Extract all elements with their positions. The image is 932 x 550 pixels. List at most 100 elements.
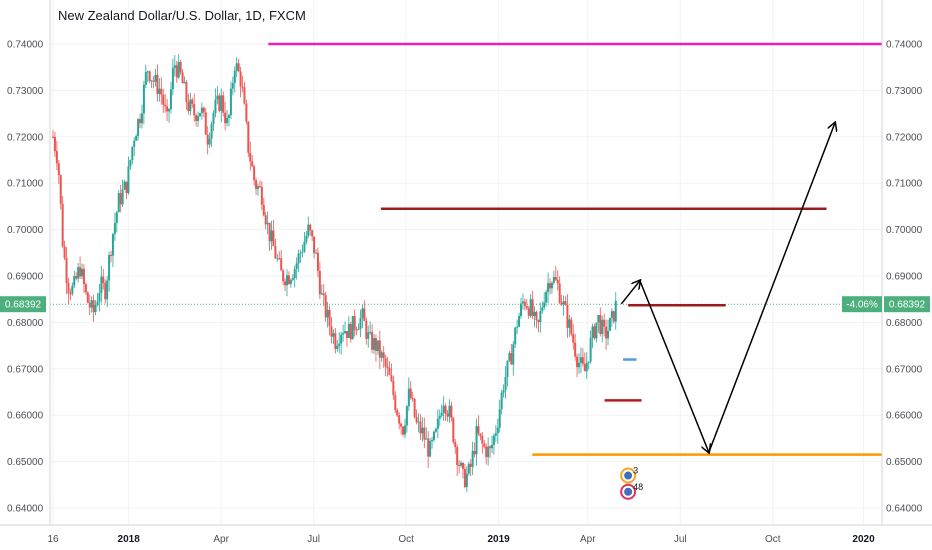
y-tick-right: 0.71000 xyxy=(886,179,923,190)
x-tick: Jul xyxy=(674,534,687,545)
candle-body xyxy=(322,293,325,296)
candle-body xyxy=(168,109,171,112)
candle-body xyxy=(154,74,157,82)
candle-body xyxy=(349,323,352,340)
candle-body xyxy=(189,99,192,112)
candle-body xyxy=(612,311,615,322)
candle-body xyxy=(301,251,304,253)
candle-body xyxy=(539,311,542,323)
candle-body xyxy=(227,115,230,118)
event-count: 48 xyxy=(633,482,643,492)
projection-arrow[interactable] xyxy=(620,281,639,305)
candle-body xyxy=(316,252,319,271)
candle-body xyxy=(287,275,290,284)
candle-body xyxy=(137,119,140,136)
candle-body xyxy=(427,438,430,457)
candle-body xyxy=(79,267,82,277)
candle-body xyxy=(545,291,548,303)
candle-body xyxy=(82,268,85,285)
event-flag-inner xyxy=(624,471,633,480)
candle-body xyxy=(216,95,219,100)
candle-body xyxy=(280,258,283,271)
projection-arrow[interactable] xyxy=(708,123,835,453)
candle-body xyxy=(419,421,422,434)
candle-body xyxy=(326,309,329,318)
time-axis-bg xyxy=(0,525,932,550)
y-tick-right: 0.72000 xyxy=(886,132,923,143)
x-tick: 2018 xyxy=(118,534,141,545)
candle-body xyxy=(400,423,403,427)
candle-body xyxy=(432,431,435,440)
last-price-badge-right xyxy=(884,296,930,313)
candle-body xyxy=(241,86,244,88)
candle-body xyxy=(481,435,484,444)
event-markers[interactable]: 3 48 xyxy=(620,466,643,500)
candle-body xyxy=(552,277,555,283)
drawing-lines[interactable] xyxy=(268,42,882,456)
candle-body xyxy=(518,315,521,327)
candle-body xyxy=(318,270,321,295)
candle-body xyxy=(359,317,362,329)
candle-body xyxy=(119,193,122,205)
candle-body xyxy=(510,353,513,365)
candle-body xyxy=(396,410,399,416)
candle-body xyxy=(351,316,354,340)
candle-body xyxy=(55,151,58,164)
candle-body xyxy=(210,124,213,139)
candle-body xyxy=(614,300,617,322)
candle-body xyxy=(514,327,517,345)
candle-body xyxy=(479,433,482,436)
candle-body xyxy=(521,301,524,304)
candle-body xyxy=(67,282,70,294)
candle-body xyxy=(562,301,565,305)
candle-body xyxy=(191,99,194,104)
candle-body xyxy=(102,276,105,284)
candle-body xyxy=(550,282,553,289)
candle-body xyxy=(458,465,461,467)
candle-body xyxy=(110,254,113,256)
candle-body xyxy=(361,308,364,318)
candle-body xyxy=(156,74,159,94)
candle-body xyxy=(593,326,596,339)
candle-body xyxy=(96,301,99,306)
candle-body xyxy=(543,302,546,308)
candle-body xyxy=(485,446,488,458)
candle-body xyxy=(171,67,174,90)
candle-body xyxy=(320,293,323,295)
candle-body xyxy=(65,258,68,283)
y-tick-left: 0.73000 xyxy=(7,86,44,97)
projection-arrow[interactable] xyxy=(639,280,709,453)
candle-body xyxy=(516,326,519,328)
candle-body xyxy=(490,444,493,449)
candle-body xyxy=(535,311,538,321)
candle-body xyxy=(303,242,306,252)
candle-body xyxy=(179,61,182,73)
y-tick-right: 0.64000 xyxy=(886,504,923,515)
candle-body xyxy=(527,308,530,316)
x-tick: Oct xyxy=(398,534,414,545)
candle-body xyxy=(57,163,60,176)
last-price-left: 0.68392 xyxy=(5,300,42,311)
candle-body xyxy=(549,283,552,289)
candle-body xyxy=(382,352,385,359)
candle-body xyxy=(104,283,107,300)
y-tick-left: 0.64000 xyxy=(7,504,44,515)
candle-body xyxy=(81,268,84,277)
candle-body xyxy=(568,319,571,328)
candle-body xyxy=(347,323,350,338)
candle-body xyxy=(113,223,116,235)
candle-body xyxy=(574,342,577,357)
candle-body xyxy=(519,303,522,316)
candle-body xyxy=(500,392,503,410)
candle-body xyxy=(121,189,124,205)
x-tick: Apr xyxy=(213,534,229,545)
candle-body xyxy=(311,230,314,237)
candle-body xyxy=(365,320,368,339)
candle-body xyxy=(309,224,312,231)
candle-body xyxy=(417,421,420,423)
candle-body xyxy=(415,417,418,423)
candle-body xyxy=(336,345,339,350)
candle-body xyxy=(492,435,495,445)
candle-body xyxy=(264,215,267,225)
